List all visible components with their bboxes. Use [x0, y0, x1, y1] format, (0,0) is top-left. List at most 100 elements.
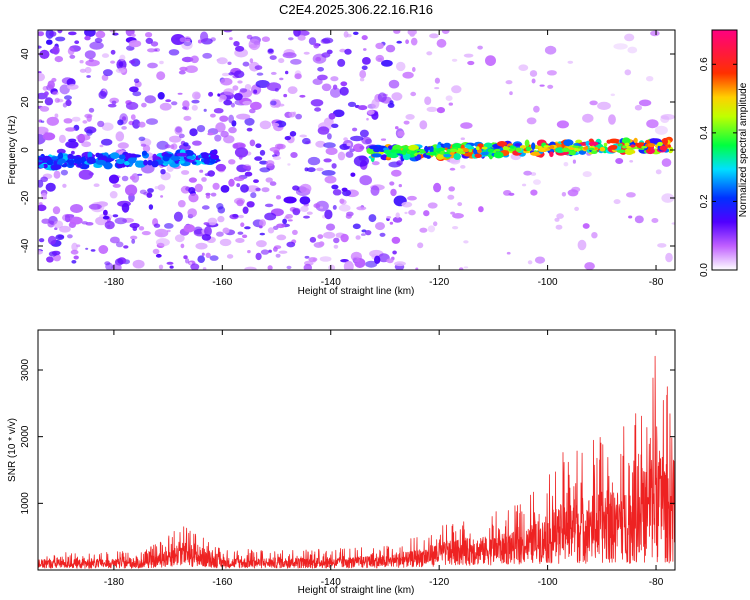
spectrogram-noise-blob: [105, 262, 113, 270]
spectrogram-noise-blob: [460, 122, 473, 129]
spectrogram-noise-blob: [359, 129, 369, 138]
spectrogram-noise-blob: [323, 142, 336, 149]
spectrogram-noise-blob: [273, 246, 278, 252]
spectrogram-noise-blob: [323, 158, 332, 163]
spectrogram-noise-blob: [288, 37, 294, 41]
spectrogram-noise-blob: [392, 216, 403, 223]
spectrogram-noise-blob: [250, 192, 257, 199]
spectrogram-noise-blob: [253, 179, 259, 184]
spectrogram-noise-blob: [275, 253, 281, 258]
spectrogram-noise-blob: [254, 65, 263, 70]
spectrogram-noise-blob: [222, 227, 230, 234]
spectrogram-noise-blob: [168, 49, 180, 56]
spectrogram-noise-blob: [299, 94, 306, 98]
spectrogram-noise-blob: [232, 213, 239, 218]
spectrogram-noise-blob: [39, 49, 50, 60]
spectrogram-noise-blob: [183, 224, 195, 233]
spectrogram-noise-blob: [112, 183, 121, 188]
spectrogram-noise-blob: [258, 225, 263, 229]
spectrogram-noise-blob: [242, 61, 250, 67]
spectrogram-noise-blob: [38, 179, 44, 188]
spectrogram-noise-blob: [340, 233, 349, 243]
spectrogram-noise-blob: [392, 250, 397, 255]
spectrogram-x-tick-label: -160: [212, 277, 232, 288]
snr-x-tick-label: -100: [538, 577, 558, 588]
snr-y-label: SNR (10 * v/v): [7, 418, 18, 482]
spectrogram-noise-blob: [417, 242, 424, 249]
spectrogram-noise-blob: [436, 38, 447, 48]
spectrogram-noise-blob: [115, 241, 124, 248]
spectrogram-noise-blob: [419, 227, 428, 233]
spectrogram-ridge-blob: [464, 144, 472, 149]
snr-panel: -180 -160 -140 -120 -100 -80 1000 2000 3000 Hei…: [7, 329, 676, 596]
spectrogram-noise-blob: [233, 41, 240, 47]
spectrogram-noise-blob: [55, 234, 65, 241]
spectrogram-noise-blob: [380, 138, 387, 141]
spectrogram-noise-blob: [401, 201, 413, 208]
spectrogram-noise-blob: [71, 116, 81, 122]
spectrogram-noise-blob: [61, 213, 73, 222]
spectrogram-ridge-blob: [209, 159, 216, 164]
spectrogram-noise-blob: [256, 72, 264, 76]
spectrogram-noise-blob: [303, 215, 310, 219]
spectrogram-noise-blob: [395, 61, 406, 72]
spectrogram-noise-blob: [485, 55, 496, 66]
spectrogram-ridge-blob: [147, 159, 153, 166]
spectrogram-noise-blob: [44, 97, 54, 106]
spectrogram-noise-blob: [309, 236, 317, 243]
spectrogram-noise-blob: [321, 170, 336, 176]
spectrogram-noise-blob: [109, 236, 120, 244]
colorbar-tick-label: 0.4: [699, 125, 710, 139]
spectrogram-noise-blob: [112, 214, 119, 218]
spectrogram-noise-blob: [318, 241, 325, 247]
colorbar-axis: 0.0 0.2 0.4 0.6: [699, 57, 737, 277]
spectrogram-noise-blob: [445, 95, 453, 101]
spectrogram-ridge-blob: [502, 146, 509, 152]
spectrogram-noise-blob: [84, 35, 91, 41]
spectrogram-noise-blob: [187, 208, 197, 218]
spectrogram-noise-blob: [261, 187, 270, 193]
spectrogram-noise-blob: [201, 234, 212, 241]
spectrogram-ridge-blob: [624, 148, 634, 155]
spectrogram-noise-blob: [374, 255, 381, 264]
spectrogram-noise-blob: [266, 82, 282, 92]
snr-x-tick-label: -80: [649, 577, 664, 588]
spectrogram-noise-blob: [405, 114, 415, 120]
spectrogram-noise-blob: [185, 258, 190, 264]
spectrogram-noise-blob: [259, 167, 271, 173]
spectrogram-noise-blob: [130, 114, 136, 120]
spectrogram-noise-blob: [330, 76, 339, 82]
spectrogram-noise-blob: [208, 91, 214, 97]
spectrogram-ridge-core: [667, 144, 671, 148]
spectrogram-noise-blob: [179, 37, 187, 43]
spectrogram-noise-blob: [223, 135, 235, 144]
spectrogram-noise-blob: [207, 170, 215, 177]
spectrogram-noise-blob: [171, 101, 178, 106]
spectrogram-noise-blob: [86, 75, 91, 78]
spectrogram-noise-blob: [352, 256, 361, 262]
spectrogram-noise-blob: [307, 156, 321, 166]
spectrogram-noise-blob: [182, 100, 190, 109]
spectrogram-noise-blob: [361, 65, 368, 71]
spectrogram-noise-blob: [85, 59, 100, 67]
spectrogram-noise-blob: [264, 212, 277, 221]
spectrogram-noise-blob: [628, 215, 633, 219]
spectrogram-ridge-core: [481, 146, 488, 150]
spectrogram-noise-blob: [650, 30, 660, 37]
spectrogram-noise-blob: [244, 117, 255, 126]
spectrogram-noise-blob: [65, 127, 76, 132]
spectrogram-ridge-blob: [474, 153, 482, 158]
spectrogram-ridge-blob: [87, 151, 93, 159]
spectrogram-noise-blob: [269, 55, 277, 60]
snr-y-tick-label: 3000: [20, 358, 31, 381]
spectrogram-noise-blob: [52, 91, 59, 96]
spectrogram-noise-blob: [627, 46, 638, 54]
spectrogram-noise-blob: [234, 147, 249, 158]
spectrogram-noise-blob: [544, 45, 557, 55]
spectrogram-noise-blob: [371, 98, 380, 109]
spectrogram-noise-blob: [71, 150, 75, 155]
spectrogram-noise-blob: [146, 118, 158, 125]
spectrogram-noise-blob: [306, 167, 316, 173]
spectrogram-noise-blob: [240, 184, 249, 193]
spectrogram-noise-blob: [38, 71, 42, 74]
